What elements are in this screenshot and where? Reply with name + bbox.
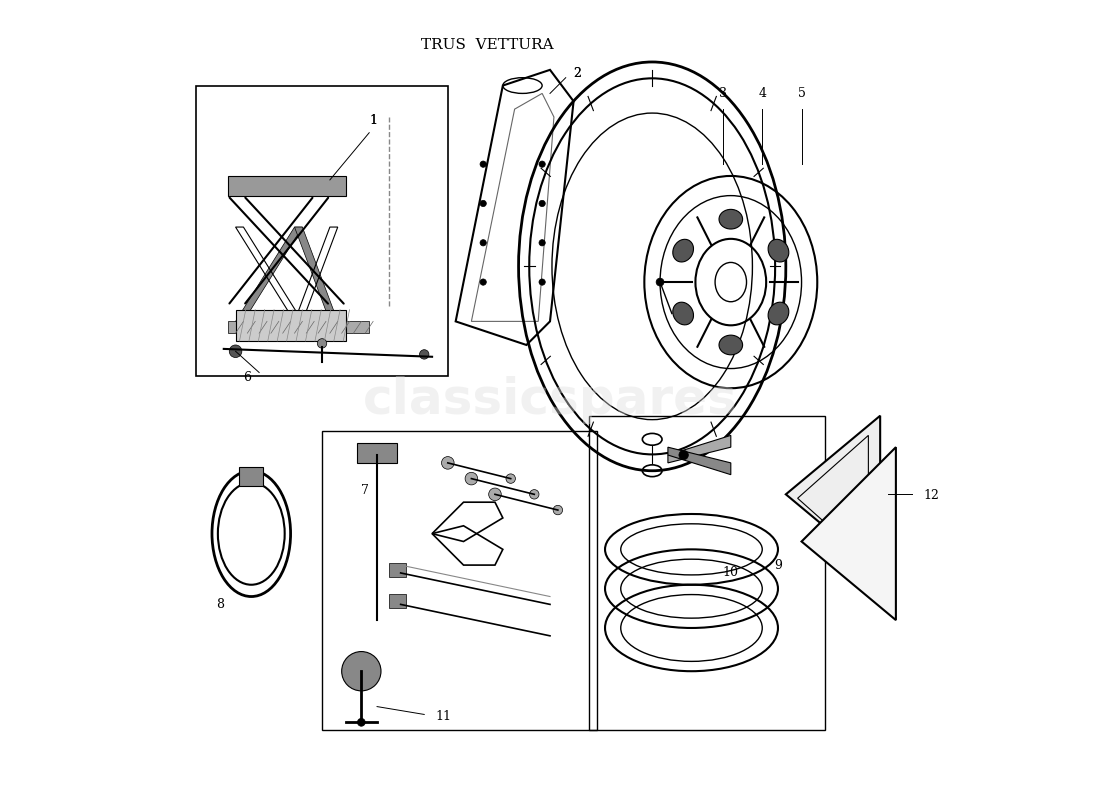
Text: classicspares: classicspares bbox=[363, 376, 737, 424]
Circle shape bbox=[358, 718, 365, 726]
Circle shape bbox=[480, 161, 486, 167]
Text: 1: 1 bbox=[370, 114, 377, 127]
Polygon shape bbox=[235, 227, 302, 322]
Circle shape bbox=[529, 490, 539, 499]
Ellipse shape bbox=[768, 302, 789, 325]
Bar bbox=[388, 594, 406, 608]
Circle shape bbox=[480, 279, 486, 286]
Text: 2: 2 bbox=[573, 67, 582, 80]
Bar bbox=[196, 86, 448, 377]
Bar bbox=[228, 176, 345, 196]
Text: 5: 5 bbox=[798, 87, 805, 100]
Circle shape bbox=[539, 240, 546, 246]
Circle shape bbox=[539, 161, 546, 167]
Bar bbox=[590, 416, 825, 730]
Circle shape bbox=[553, 506, 562, 514]
Circle shape bbox=[539, 200, 546, 206]
Text: 7: 7 bbox=[361, 484, 370, 497]
Text: 10: 10 bbox=[723, 566, 739, 579]
Circle shape bbox=[539, 279, 546, 286]
Ellipse shape bbox=[719, 335, 742, 354]
Circle shape bbox=[488, 488, 502, 501]
Polygon shape bbox=[802, 447, 895, 620]
Polygon shape bbox=[228, 322, 370, 333]
Text: 4: 4 bbox=[758, 87, 767, 100]
Circle shape bbox=[317, 338, 327, 348]
Text: 2: 2 bbox=[573, 67, 582, 80]
Polygon shape bbox=[668, 447, 730, 474]
Bar bbox=[235, 310, 345, 341]
Text: 12: 12 bbox=[923, 490, 939, 502]
Ellipse shape bbox=[719, 210, 742, 229]
Circle shape bbox=[342, 651, 381, 691]
Bar bbox=[388, 562, 406, 577]
Circle shape bbox=[480, 240, 486, 246]
Ellipse shape bbox=[673, 239, 693, 262]
Ellipse shape bbox=[768, 239, 789, 262]
Circle shape bbox=[480, 200, 486, 206]
Circle shape bbox=[419, 350, 429, 359]
Circle shape bbox=[679, 450, 689, 460]
Text: 6: 6 bbox=[243, 371, 251, 385]
Text: 8: 8 bbox=[216, 598, 223, 611]
Text: 1: 1 bbox=[370, 114, 377, 127]
Polygon shape bbox=[785, 416, 880, 573]
Text: 3: 3 bbox=[719, 87, 727, 100]
Polygon shape bbox=[668, 435, 730, 463]
Polygon shape bbox=[295, 227, 338, 322]
Circle shape bbox=[229, 345, 242, 358]
Ellipse shape bbox=[673, 302, 693, 325]
Bar bbox=[322, 431, 597, 730]
Text: TRUS  VETTURA: TRUS VETTURA bbox=[421, 38, 553, 52]
Circle shape bbox=[506, 474, 516, 483]
Text: 9: 9 bbox=[774, 558, 782, 571]
Circle shape bbox=[656, 278, 664, 286]
Text: 11: 11 bbox=[436, 710, 452, 722]
Bar bbox=[358, 443, 397, 463]
Circle shape bbox=[465, 472, 477, 485]
Bar bbox=[240, 467, 263, 486]
Circle shape bbox=[441, 457, 454, 469]
